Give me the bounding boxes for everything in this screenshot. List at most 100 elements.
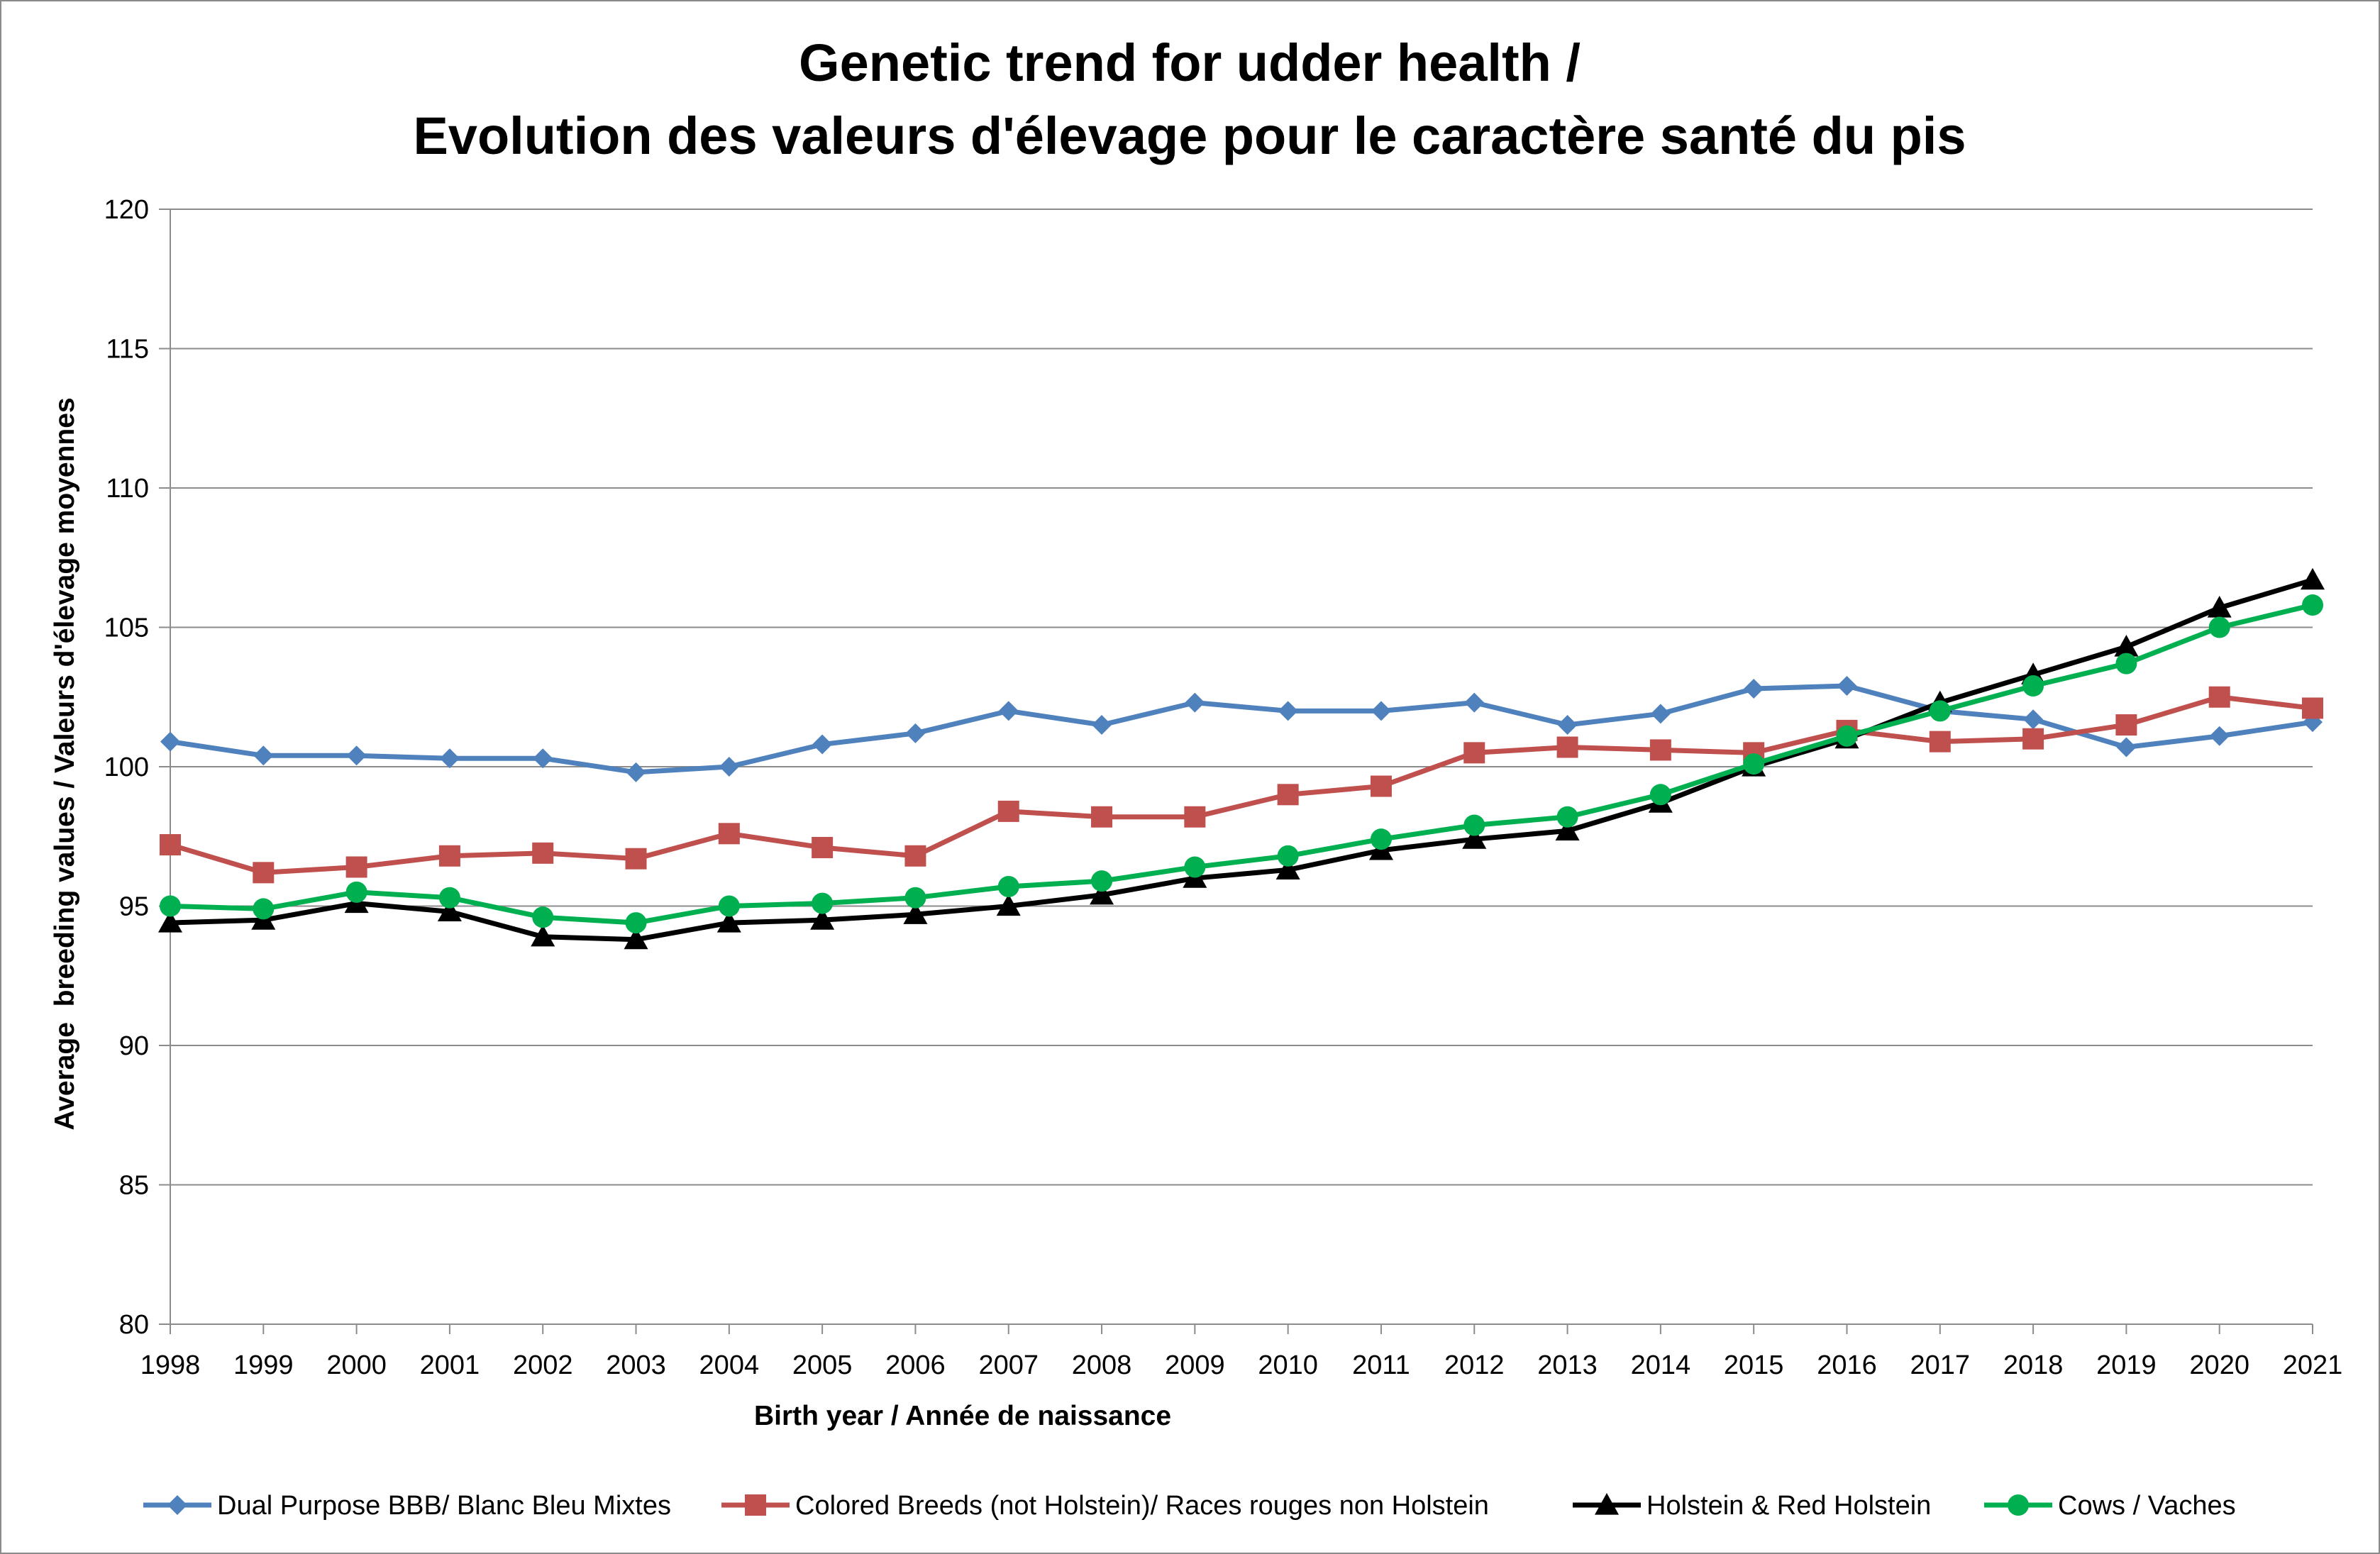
series-3-point-2020 (2208, 616, 2230, 638)
series-2-point-2002 (531, 924, 555, 947)
series-0-point-2005 (812, 734, 833, 755)
ytick-label-105: 105 (104, 614, 149, 643)
xtick-label-2000: 2000 (326, 1350, 387, 1380)
series-2-point-2013 (1555, 818, 1580, 840)
series-1-point-2008 (1091, 806, 1113, 828)
series-3-point-2001 (438, 887, 460, 909)
series-1-point-2019 (2115, 714, 2137, 736)
legend-swatch-marker-2 (1595, 1493, 1619, 1515)
series-3-point-2006 (904, 887, 926, 909)
series-1-point-2020 (2208, 686, 2230, 708)
series-3-point-2009 (1184, 856, 1206, 878)
series-2-point-2020 (2207, 595, 2232, 618)
series-3-point-2018 (2022, 675, 2044, 697)
series-1-point-2003 (625, 848, 647, 870)
series-2-point-2019 (2114, 635, 2139, 657)
series-3-point-2015 (1743, 753, 1765, 775)
xtick-label-2010: 2010 (1258, 1350, 1318, 1380)
series-0-point-1998 (160, 731, 180, 752)
series-0-point-2020 (2209, 726, 2230, 746)
series-1-point-2001 (438, 845, 460, 867)
series-1-point-2009 (1184, 806, 1206, 828)
series-0-point-2014 (1650, 704, 1671, 724)
chart-title-line-1: Genetic trend for udder health / (799, 33, 1581, 92)
xtick-label-2012: 2012 (1444, 1350, 1505, 1380)
series-0-point-2016 (1837, 676, 1857, 696)
series-3-point-2019 (2115, 653, 2137, 675)
series-0-point-2001 (439, 748, 460, 769)
series-2-point-2008 (1090, 882, 1114, 905)
xtick-label-2015: 2015 (1724, 1350, 1784, 1380)
series-0-point-2012 (1464, 692, 1485, 713)
legend-label-2: Holstein & Red Holstein (1646, 1491, 1931, 1521)
legend-item-2: Holstein & Red Holstein (1573, 1491, 1931, 1521)
xtick-label-2014: 2014 (1631, 1350, 1691, 1380)
xtick-label-1998: 1998 (140, 1350, 201, 1380)
series-0-point-2009 (1185, 692, 1205, 713)
series-1-point-2002 (532, 842, 554, 864)
ytick-label-100: 100 (104, 753, 149, 782)
xtick-label-2002: 2002 (513, 1350, 573, 1380)
legend-swatch-marker-3 (2008, 1494, 2029, 1516)
x-axis-tick-labels: 1998 1999 2000 2001 2002 2003 2004 2005 2006 2007… (140, 1350, 2343, 1380)
series-0-point-2013 (1557, 715, 1578, 736)
series-1-point-1999 (253, 862, 275, 884)
xtick-label-2005: 2005 (792, 1350, 853, 1380)
series-3-point-2021 (2302, 594, 2323, 616)
series-1-point-1998 (160, 834, 181, 856)
ytick-label-80: 80 (119, 1310, 149, 1340)
series-2-point-2004 (716, 911, 741, 933)
xtick-label-2008: 2008 (1072, 1350, 1132, 1380)
series-1-point-2013 (1556, 736, 1578, 758)
series-1-point-2011 (1370, 775, 1392, 797)
series-3-point-2014 (1649, 784, 1671, 806)
series-3-point-2012 (1463, 814, 1485, 836)
legend-swatch-marker-1 (745, 1494, 766, 1516)
ytick-label-90: 90 (119, 1031, 149, 1061)
chart-title-line-2: Evolution des valeurs d'élevage pour le … (413, 106, 1966, 165)
legend-item-1: Colored Breeds (not Holstein)/ Races rou… (721, 1491, 1489, 1521)
series-1-point-2000 (345, 856, 367, 878)
series-0-point-2002 (533, 748, 553, 769)
xtick-label-2020: 2020 (2189, 1350, 2249, 1380)
series-3-point-2004 (718, 895, 740, 917)
series-2-point-2005 (810, 908, 835, 930)
series-0-point-2007 (998, 701, 1019, 721)
series-2-point-1998 (158, 911, 182, 933)
xtick-label-2001: 2001 (420, 1350, 480, 1380)
series-2-point-2010 (1275, 858, 1300, 880)
series-0-point-2006 (905, 723, 926, 743)
chart-title: Genetic trend for udder health / Evoluti… (413, 33, 1966, 165)
legend-label-1: Colored Breeds (not Holstein)/ Races rou… (795, 1491, 1489, 1521)
xtick-label-1999: 1999 (233, 1350, 294, 1380)
gridlines (159, 209, 2313, 1325)
series-1-point-2018 (2022, 728, 2044, 750)
series-2-point-2003 (624, 927, 648, 950)
series-2-point-2001 (437, 899, 462, 921)
series-1-point-2007 (997, 800, 1019, 822)
series-1-point-2012 (1463, 742, 1485, 764)
series-0-point-2011 (1371, 701, 1391, 721)
xtick-label-2018: 2018 (2003, 1350, 2064, 1380)
legend-label-0: Dual Purpose BBB/ Blanc Bleu Mixtes (217, 1491, 671, 1521)
series-0-point-2008 (1092, 715, 1112, 736)
series-1-line (167, 694, 2315, 875)
series-2-line (167, 577, 2315, 943)
xtick-label-2009: 2009 (1165, 1350, 1225, 1380)
xtick-label-2004: 2004 (699, 1350, 760, 1380)
series-1-point-2005 (812, 836, 834, 858)
xtick-label-2003: 2003 (606, 1350, 666, 1380)
series-3-point-2002 (532, 906, 554, 928)
series-2-point-2006 (903, 902, 928, 924)
xtick-label-2006: 2006 (885, 1350, 946, 1380)
series-0-point-2018 (2023, 709, 2044, 730)
ytick-label-95: 95 (119, 892, 149, 922)
series-0-line (167, 683, 2315, 775)
xtick-label-2013: 2013 (1537, 1350, 1598, 1380)
series-1-point-2021 (2302, 697, 2323, 719)
series-0-point-2000 (346, 745, 367, 766)
legend-item-0: Dual Purpose BBB/ Blanc Bleu Mixtes (143, 1491, 671, 1521)
series-3-point-2007 (997, 875, 1019, 897)
ytick-label-85: 85 (119, 1171, 149, 1201)
